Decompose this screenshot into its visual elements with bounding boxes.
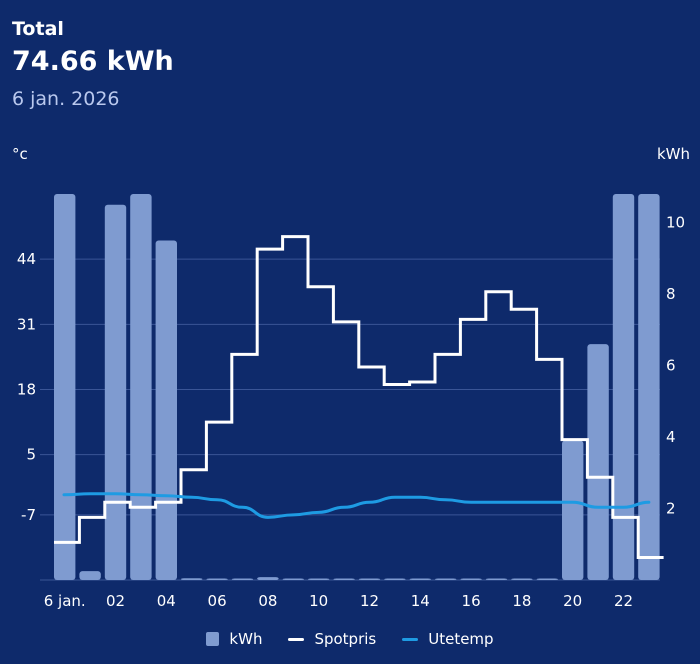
legend-utetemp-swatch xyxy=(402,637,419,641)
spotpris-path[interactable] xyxy=(54,235,664,559)
total-value: 74.66 kWh xyxy=(12,46,174,77)
kwh-bar[interactable] xyxy=(54,194,76,580)
kwh-bar[interactable] xyxy=(384,578,406,581)
right-tick-label: 6 xyxy=(666,357,676,375)
x-tick-label: 20 xyxy=(563,592,582,610)
kwh-bar[interactable] xyxy=(181,578,203,580)
kwh-bar[interactable] xyxy=(79,571,101,580)
right-tick-label: 8 xyxy=(666,285,676,303)
x-tick-label: 10 xyxy=(309,592,328,610)
left-tick-label: 5 xyxy=(26,446,36,464)
x-tick-label: 08 xyxy=(258,592,277,610)
kwh-bar[interactable] xyxy=(282,578,304,581)
legend-utetemp-label: Utetemp xyxy=(428,630,494,648)
right-tick-label: 2 xyxy=(666,500,676,518)
x-tick-label: 04 xyxy=(157,592,176,610)
x-tick-label: 12 xyxy=(360,592,379,610)
kwh-bar[interactable] xyxy=(485,578,508,581)
right-tick-label: 4 xyxy=(666,428,676,446)
kwh-bar[interactable] xyxy=(130,194,152,580)
kwh-bar[interactable] xyxy=(409,578,431,581)
kwh-bar[interactable] xyxy=(155,240,177,581)
x-axis-labels: 6 jan. 02 04 06 08 10 12 14 16 18 20 22 xyxy=(44,592,633,610)
kwh-bar[interactable] xyxy=(257,577,279,580)
utetemp-path[interactable] xyxy=(62,492,651,519)
date-label: 6 jan. 2026 xyxy=(12,88,120,110)
kwh-bar[interactable] xyxy=(511,578,533,581)
legend-kwh[interactable]: kWh xyxy=(206,630,262,648)
x-tick-label: 06 xyxy=(208,592,227,610)
spotpris-line xyxy=(54,235,664,559)
kwh-bar[interactable] xyxy=(333,578,355,581)
left-axis-labels: -7 5 18 31 44 xyxy=(17,250,36,524)
right-tick-label: 10 xyxy=(666,214,685,232)
left-tick-label: 18 xyxy=(17,381,36,399)
x-tick-label: 02 xyxy=(106,592,125,610)
left-axis-unit: °c xyxy=(12,145,28,163)
right-axis-unit: kWh xyxy=(656,145,690,163)
legend-spotpris-label: Spotpris xyxy=(314,630,377,648)
kwh-bar[interactable] xyxy=(104,204,127,580)
legend-kwh-swatch xyxy=(206,632,220,646)
kwh-bar[interactable] xyxy=(206,578,228,581)
legend-spotpris-swatch xyxy=(288,637,305,641)
kwh-bar[interactable] xyxy=(562,440,584,580)
x-tick-label: 16 xyxy=(462,592,481,610)
kwh-bar[interactable] xyxy=(460,578,482,581)
kwh-bar[interactable] xyxy=(638,194,660,580)
x-tick-label: 6 jan. xyxy=(44,592,86,610)
right-axis-labels: 2 4 6 8 10 xyxy=(666,214,685,518)
left-tick-label: -7 xyxy=(21,506,36,524)
legend-utetemp[interactable]: Utetemp xyxy=(402,630,494,648)
kwh-bars xyxy=(54,194,660,581)
x-tick-label: 18 xyxy=(512,592,531,610)
kwh-bar[interactable] xyxy=(308,578,330,581)
kwh-bar[interactable] xyxy=(231,578,254,581)
x-tick-label: 22 xyxy=(614,592,633,610)
kwh-bar[interactable] xyxy=(536,578,558,581)
kwh-bar[interactable] xyxy=(587,344,609,580)
utetemp-line xyxy=(62,492,651,519)
left-tick-label: 31 xyxy=(17,315,36,333)
kwh-bar[interactable] xyxy=(435,578,457,581)
chart-legend: kWh Spotpris Utetemp xyxy=(0,630,700,648)
total-label: Total xyxy=(12,18,64,40)
kwh-bar[interactable] xyxy=(612,194,635,580)
x-tick-label: 14 xyxy=(411,592,430,610)
kwh-bar[interactable] xyxy=(358,578,381,581)
legend-kwh-label: kWh xyxy=(229,630,263,648)
left-tick-label: 44 xyxy=(17,250,36,268)
legend-spotpris[interactable]: Spotpris xyxy=(288,630,376,648)
